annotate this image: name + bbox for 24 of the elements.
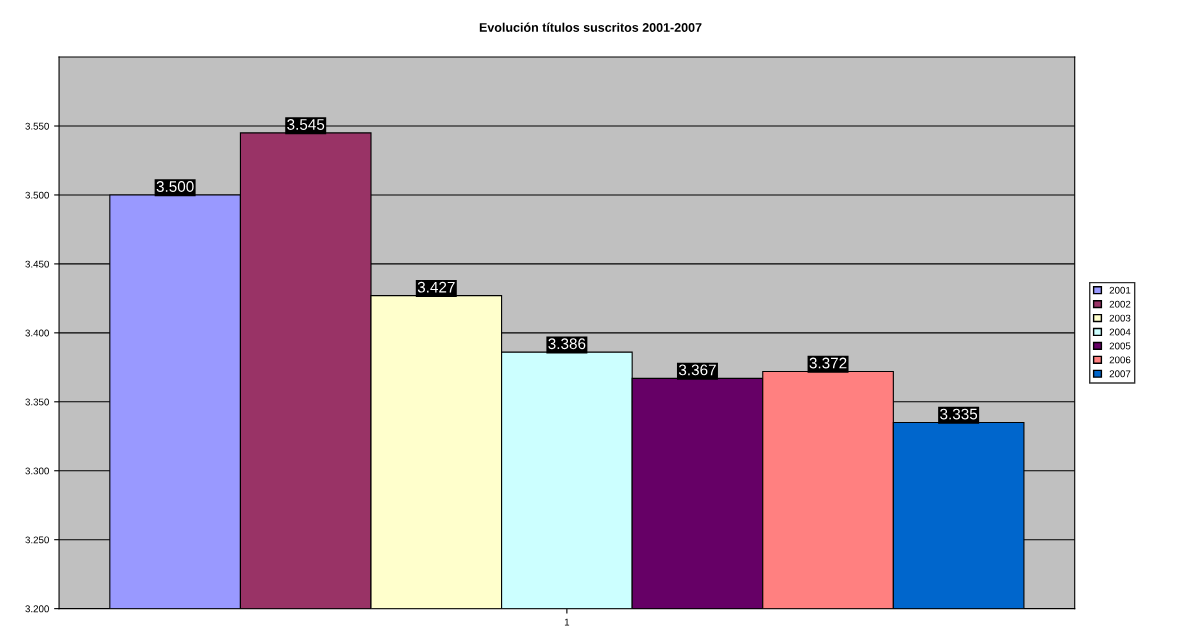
data-label: 3.335 bbox=[940, 408, 978, 420]
y-tick-label: 3.350 bbox=[25, 398, 49, 406]
data-label: 3.386 bbox=[548, 338, 586, 350]
y-tick-label: 3.400 bbox=[25, 329, 49, 337]
data-label: 3.545 bbox=[287, 119, 325, 130]
legend-label: 2006 bbox=[1109, 356, 1131, 364]
y-tick-label: 3.250 bbox=[25, 536, 49, 544]
y-tick-label: 3.450 bbox=[25, 260, 49, 268]
legend-label: 2004 bbox=[1109, 328, 1131, 336]
y-tick-label: 3.300 bbox=[25, 467, 49, 475]
legend-label: 2007 bbox=[1109, 370, 1131, 378]
legend-label: 2002 bbox=[1109, 300, 1131, 308]
data-label: 3.500 bbox=[156, 181, 194, 192]
legend-label: 2005 bbox=[1109, 342, 1131, 350]
data-label: 3.372 bbox=[809, 357, 847, 369]
data-label: 3.427 bbox=[417, 281, 455, 293]
legend-label: 2001 bbox=[1109, 286, 1131, 294]
y-tick-label: 3.500 bbox=[25, 191, 49, 199]
legend-label: 2003 bbox=[1109, 314, 1131, 322]
data-label: 3.367 bbox=[678, 364, 716, 376]
y-tick-label: 3.200 bbox=[25, 605, 49, 613]
chart-title: Evolución títulos suscritos 2001-2007 bbox=[479, 22, 702, 32]
y-tick-label: 3.550 bbox=[25, 122, 49, 130]
x-tick-label: 1 bbox=[564, 618, 570, 626]
